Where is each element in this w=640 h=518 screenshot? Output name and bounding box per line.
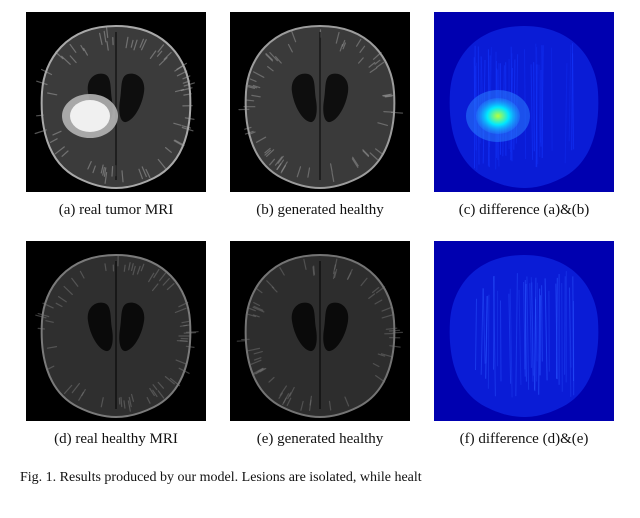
panel-c-caption: (c) difference (a)&(b) xyxy=(459,202,589,219)
panel-b-image xyxy=(230,12,410,192)
figure-container: (a) real tumor MRI (b) generated healthy… xyxy=(0,0,640,470)
panel-e-caption: (e) generated healthy xyxy=(257,431,384,448)
panel-c-image xyxy=(434,12,614,192)
panel-a-caption: (a) real tumor MRI xyxy=(59,202,174,219)
panel-b: (b) generated healthy xyxy=(224,12,416,241)
figure-row-1: (a) real tumor MRI (b) generated healthy… xyxy=(20,12,620,241)
panel-d-caption: (d) real healthy MRI xyxy=(54,431,178,448)
panel-d-image xyxy=(26,241,206,421)
figure-row-2: (d) real healthy MRI (e) generated healt… xyxy=(20,241,620,470)
panel-c: (c) difference (a)&(b) xyxy=(428,12,620,241)
panel-b-caption: (b) generated healthy xyxy=(256,202,383,219)
panel-a-image xyxy=(26,12,206,192)
panel-f-caption: (f) difference (d)&(e) xyxy=(460,431,589,448)
panel-a: (a) real tumor MRI xyxy=(20,12,212,241)
panel-e-image xyxy=(230,241,410,421)
panel-e: (e) generated healthy xyxy=(224,241,416,470)
panel-f-image xyxy=(434,241,614,421)
panel-f: (f) difference (d)&(e) xyxy=(428,241,620,470)
panel-d: (d) real healthy MRI xyxy=(20,241,212,470)
figure-caption: Fig. 1. Results produced by our model. L… xyxy=(0,470,640,492)
